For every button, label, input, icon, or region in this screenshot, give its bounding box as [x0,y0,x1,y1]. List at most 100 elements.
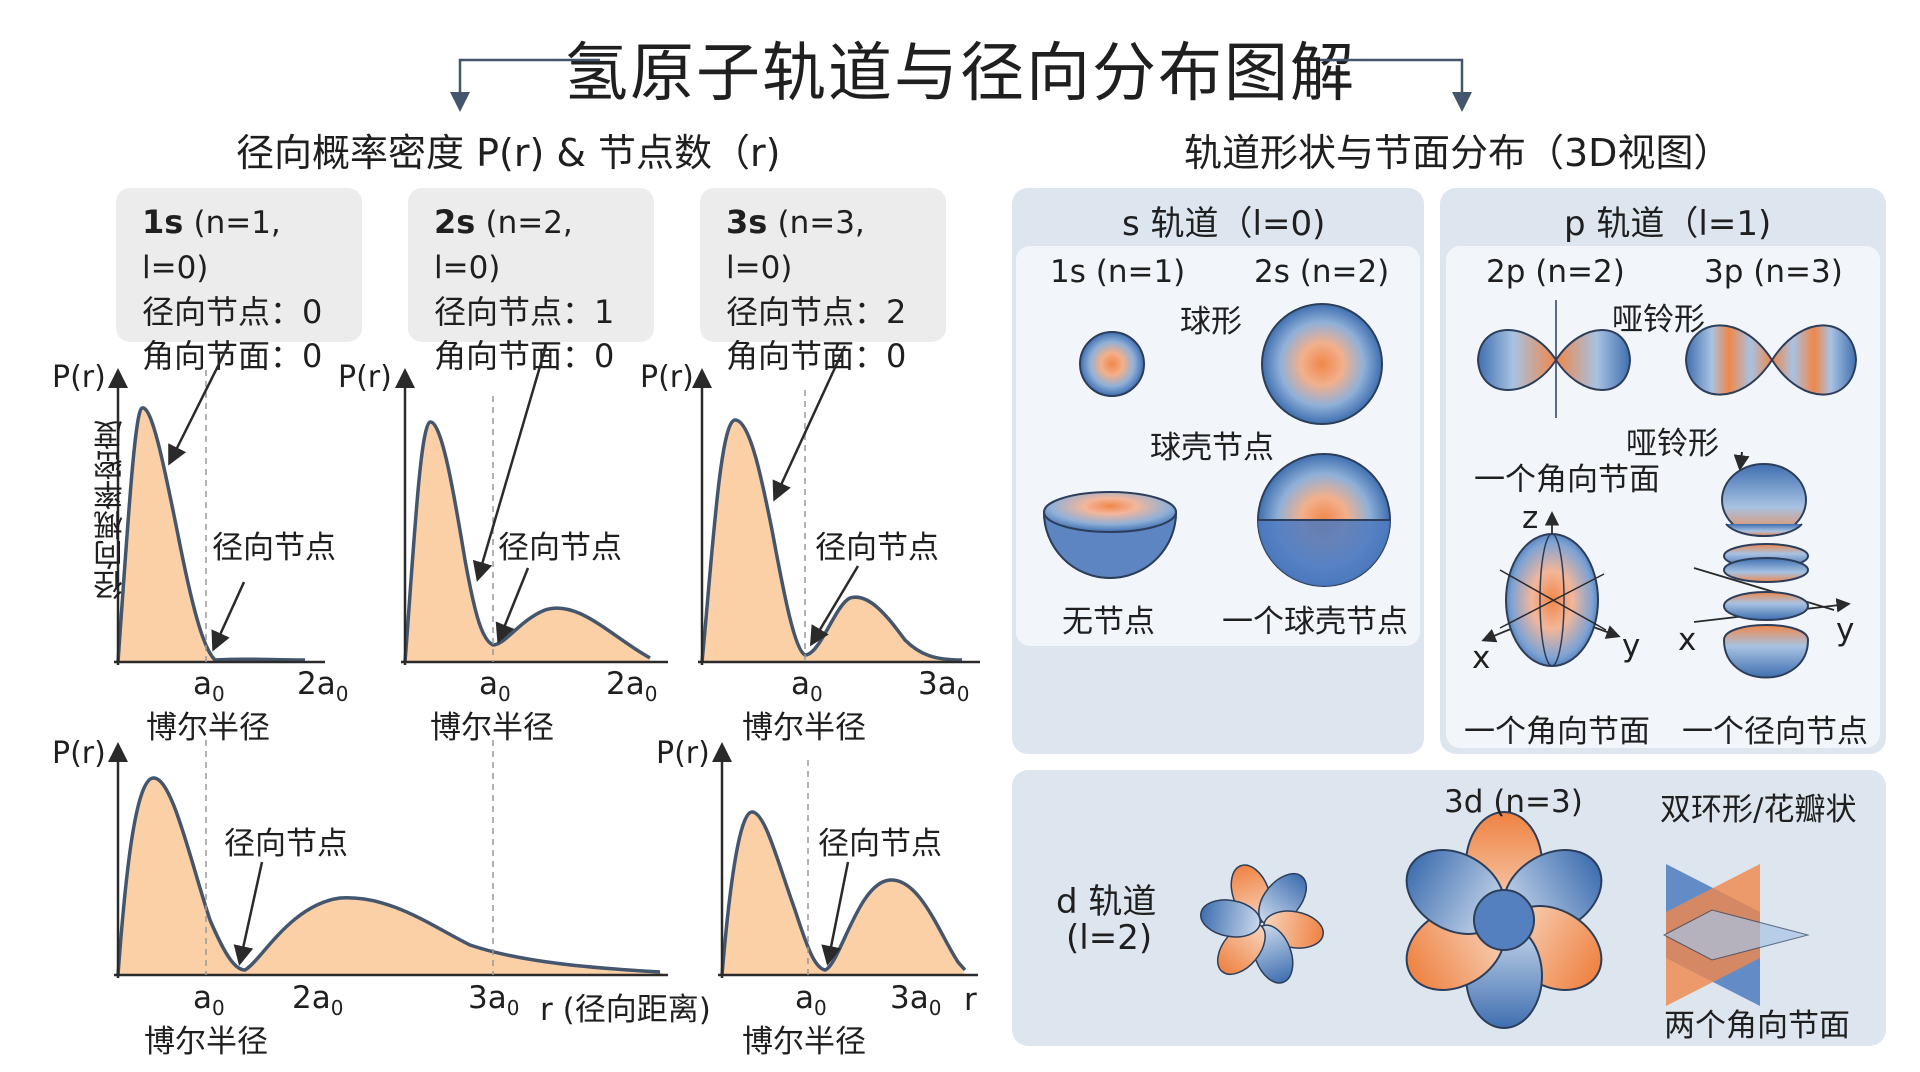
y-label: P(r) [338,360,392,395]
s-orbital-art [1042,303,1391,587]
dumbbell-label-2: 哑铃形 [1626,426,1719,462]
d-orbital-art [1200,811,1810,1029]
lobe-3p-left [1684,324,1774,396]
p-panel-title: p 轨道（l=1) [1564,204,1772,244]
bohr-label: 博尔半径 [144,1024,268,1060]
tick-text: 2a [606,666,645,702]
label-3d: 3d (n=3) [1444,784,1583,820]
d-panel-l-label: (l=2) [1066,918,1153,958]
lobe-2p-right [1554,329,1632,391]
area-3s [702,420,962,662]
area-1s [118,407,228,662]
orbital-name: 3s [726,203,768,241]
title-left-connector [450,58,600,112]
info-box-2s: 2s (n=2, l=0) 径向节点：1 角向节面：0 [408,188,654,375]
info-box-3s: 3s (n=3, l=0) 径向节点：2 角向节面：0 [700,188,946,375]
y-label: P(r) [656,736,710,771]
plot-bottom-right [712,742,978,978]
axis-z-label: z [1522,500,1539,536]
tick-sub: 0 [644,682,658,707]
tick-2a0: 2a0 [297,666,348,706]
upper-ring-2 [1723,557,1809,583]
angular-node-count: 角向节面：0 [434,337,615,375]
title-right-connector [1320,58,1472,112]
angular-node-count: 角向节面：0 [726,337,907,375]
sphere-1s [1079,331,1145,397]
tick-text: a [193,980,212,1016]
node-arrow [211,581,246,652]
two-angular-planes-label: 两个角向节面 [1664,1008,1850,1044]
radial-node-count: 径向节点：0 [142,293,323,331]
tick-sub: 0 [956,682,970,707]
right-section-title: 轨道形状与节面分布（3D视图） [1184,131,1732,175]
node-label: 径向节点 [815,530,939,566]
shape-label: 双环形/花瓣状 [1660,792,1857,828]
quantum-numbers: (n=1, l=0) [142,205,281,286]
lower-ring [1723,591,1809,621]
axis-x-label: x [1472,640,1491,676]
curve-bottom-right [720,810,967,976]
tick-2a0: 2a0 [292,980,343,1020]
node-arrow [233,861,264,966]
bohr-label: 博尔半径 [146,710,270,746]
axis-y-label: y [1622,628,1641,664]
tick-text: a [791,666,810,702]
area-2s [405,421,650,662]
tick-text: 2a [297,666,336,702]
tick-a0: a0 [795,980,827,1020]
tick-sub: 0 [506,996,520,1021]
tick-text: a [193,666,212,702]
curve-3s [700,418,963,663]
main-title: 氢原子轨道与径向分布图解 [564,37,1356,111]
radial-node-count: 径向节点：2 [726,293,907,331]
quantum-numbers: (n=2, l=0) [434,205,573,286]
tick-a0: a0 [791,666,823,706]
left-section-title: 径向概率密度 P(r) & 节点数（r) [236,131,781,175]
lobe-2p-left [1476,329,1558,391]
pointer-arrow [772,345,847,502]
label-1s: 1s (n=1) [1050,254,1186,290]
tick-a0: a0 [479,666,511,706]
node-arrow [821,861,850,966]
quantum-numbers: (n=3, l=0) [726,205,865,286]
d-orbital-small [1200,864,1324,984]
one-shell-node-label: 一个球壳节点 [1222,604,1408,640]
lobe-3p-right [1770,324,1858,396]
bohr-label: 博尔半径 [742,1024,866,1060]
radial-node-count: 径向节点：1 [434,293,615,331]
info-box-1s: 1s (n=1, l=0) 径向节点：0 角向节面：0 [116,188,362,375]
area-bottom-left [118,777,665,975]
shell-node-label: 球壳节点 [1150,430,1274,466]
top-lobe-base [1725,523,1803,537]
tick-sub: 0 [810,682,823,707]
bottom-angular-label: 一个角向节面 [1464,714,1650,750]
axis-line [1693,567,1835,611]
node-arrow [495,567,530,644]
tick-text: a [479,666,498,702]
y-label: P(r) [52,736,106,771]
tick-text: 3a [890,980,929,1016]
tick-2a0: 2a0 [606,666,657,706]
tick-sub: 0 [498,682,511,707]
tick-a0: a0 [193,980,225,1020]
bohr-label: 博尔半径 [430,710,554,746]
tick-sub: 0 [814,996,827,1021]
curve-2s [403,420,651,663]
tick-sub: 0 [212,996,225,1021]
tick-text: 3a [468,980,507,1016]
plot-1s [108,345,325,665]
dumbbell-label: 哑铃形 [1612,302,1705,338]
label-2p: 2p (n=2) [1486,254,1625,290]
node-label: 径向节点 [498,530,622,566]
angular-node-count: 角向节面：0 [142,337,323,375]
tick-text: 2a [292,980,331,1016]
hemisphere-cut [1043,491,1177,533]
s-panel-title: s 轨道（l=0) [1122,204,1326,244]
tick-sub: 0 [212,682,225,707]
nodal-planes [1662,864,1810,1006]
tick-text: a [795,980,814,1016]
tick-sub: 0 [928,996,942,1021]
plot-bottom-left [108,740,668,978]
bohr-label: 博尔半径 [742,710,866,746]
